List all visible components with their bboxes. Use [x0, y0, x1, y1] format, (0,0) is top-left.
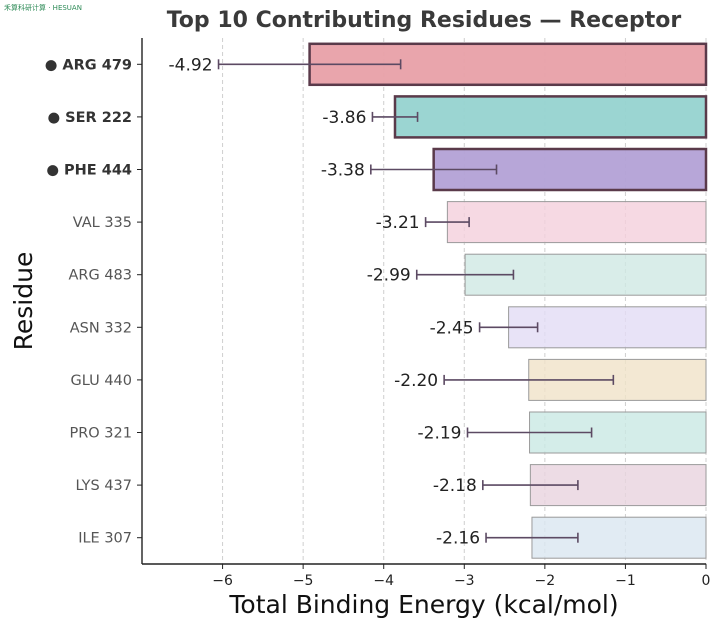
x-tick-label: −2: [535, 573, 556, 589]
data-label: -4.92: [169, 55, 213, 75]
y-tick-label: VAL 335: [73, 215, 132, 231]
data-label: -3.86: [322, 108, 366, 128]
x-tick-label: 0: [702, 573, 711, 589]
x-axis-label: Total Binding Energy (kcal/mol): [228, 590, 618, 619]
y-tick-label: PRO 321: [69, 426, 132, 442]
x-tick-label: −3: [454, 573, 475, 589]
data-label: -2.20: [394, 371, 438, 391]
data-label: -3.21: [376, 213, 420, 233]
data-label: -2.16: [436, 529, 480, 549]
bar: [393, 95, 708, 139]
data-label: -2.99: [367, 266, 411, 286]
x-tick-label: −5: [293, 573, 314, 589]
data-label: -2.18: [433, 476, 477, 496]
y-tick-label: ILE 307: [78, 531, 132, 547]
y-tick-label: ARG 483: [68, 268, 132, 284]
data-label: -3.38: [321, 161, 365, 181]
x-tick-label: −4: [373, 573, 394, 589]
x-tick-label: −1: [615, 573, 636, 589]
y-tick-label: ● SER 222: [47, 110, 132, 126]
watermark: 禾算科研计算 · HESUAN: [4, 4, 82, 12]
bar: [446, 201, 707, 244]
chart-title: Top 10 Contributing Residues — Receptor: [167, 8, 682, 33]
y-tick-label: ● ARG 479: [45, 57, 132, 73]
y-tick-label: LYS 437: [76, 478, 133, 494]
x-tick-label: −6: [212, 573, 233, 589]
y-axis-label: Residue: [9, 252, 38, 351]
y-tick-label: GLU 440: [71, 373, 133, 389]
y-tick-label: ● PHE 444: [46, 163, 132, 179]
data-label: -2.45: [430, 318, 474, 338]
data-label: -2.19: [418, 424, 462, 444]
y-tick-label: ASN 332: [70, 320, 132, 336]
bar: [508, 306, 707, 349]
